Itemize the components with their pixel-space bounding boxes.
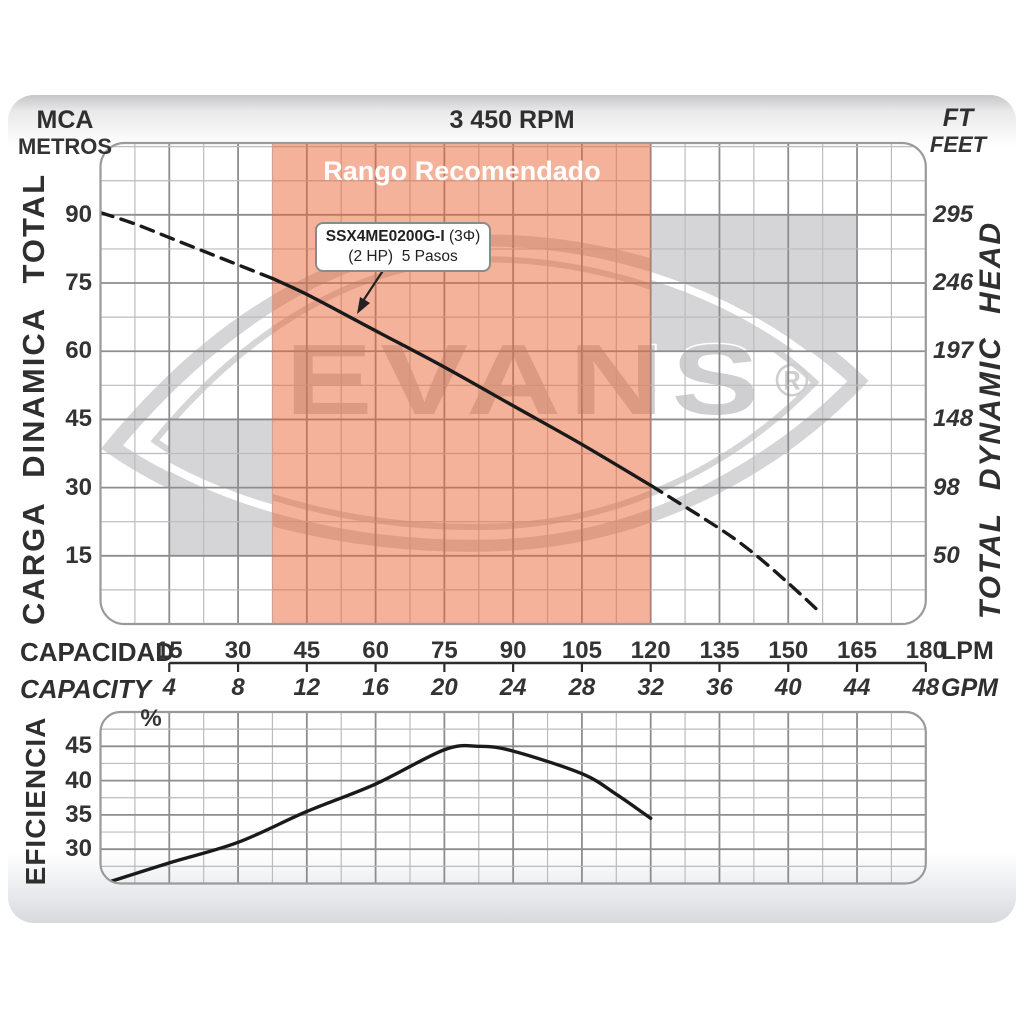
recommended-range-band [272,143,651,624]
y-tick-ft-197: 197 [933,337,974,365]
x-tick-lpm-135: 135 [699,637,740,664]
x-tick-lpm-30: 30 [224,637,252,664]
y-tick-m-30: 30 [65,473,92,501]
y-tick-m-60: 60 [65,337,92,365]
x-tick-lpm-120: 120 [630,637,671,664]
y-tick-m-75: 75 [65,269,92,297]
hq-curve-dashed [649,483,823,615]
annotation-phase: (3Φ) [444,228,481,245]
left-unit-metros: METROS [17,134,113,159]
y-tick-ft-50: 50 [933,541,960,569]
capacity-label-es: CAPACIDAD [20,637,175,667]
y-tick-m-90: 90 [65,200,92,228]
main-plot-border [99,141,927,626]
main-plot-area: EVANS® [100,143,926,624]
y-tick-m-15: 15 [65,541,92,569]
chart-title-rpm: 3 450 RPM [449,106,575,134]
unit-gpm: GPM [941,674,998,702]
x-tick-lpm-165: 165 [836,637,878,664]
y-tick-ft-246: 246 [933,269,974,297]
x-tick-lpm-90: 90 [499,637,527,664]
hq-curve-solid [270,276,653,488]
x-tick-gpm-40: 40 [774,674,802,701]
efficiency-percent-symbol: % [140,705,162,732]
x-tick-lpm-180: 180 [905,637,946,664]
y-tick-ft-148: 148 [933,405,974,433]
x-tick-gpm-20: 20 [431,674,458,701]
x-tick-gpm-36: 36 [706,674,733,701]
annotation-model: SSX4ME0200G-I [325,228,445,245]
x-tick-gpm-4: 4 [162,674,176,701]
series-annotation-box: SSX4ME0200G-I (3Φ) (2 HP) 5 Pasos [315,222,491,272]
x-tick-gpm-8: 8 [231,674,245,701]
y-tick-m-45: 45 [65,405,92,433]
annotation-arrow-head [357,297,370,314]
x-tick-gpm-28: 28 [568,674,596,701]
right-unit-ft: FT [942,104,974,132]
capacity-label-en: CAPACITY [20,674,151,704]
x-tick-lpm-75: 75 [431,637,458,664]
efficiency-curve [102,743,653,884]
x-tick-lpm-150: 150 [768,637,809,664]
annotation-line2: (2 HP) 5 Pasos [348,248,458,265]
y-tick-eff-30: 30 [65,835,92,863]
x-tick-gpm-12: 12 [293,674,321,701]
annotation-line1: SSX4ME0200G-I (3Φ) [317,227,489,247]
x-tick-gpm-48: 48 [912,674,940,701]
hq-curve-dashed [100,210,275,281]
watermark-registered-icon: ® [775,354,809,406]
y-tick-ft-98: 98 [933,473,960,501]
y-tick-eff-45: 45 [65,732,92,760]
x-tick-lpm-15: 15 [155,637,183,664]
right-unit-feet: FEET [929,132,987,157]
recommended-range-label: Rango Recomendado [323,156,601,186]
x-tick-gpm-44: 44 [843,674,871,701]
x-tick-gpm-32: 32 [637,674,665,701]
x-tick-lpm-60: 60 [362,637,389,664]
y-tick-ft-295: 295 [933,200,974,228]
x-tick-lpm-45: 45 [293,637,321,664]
y-tick-eff-40: 40 [65,766,92,794]
efficiency-plot-border [99,710,927,885]
x-tick-gpm-24: 24 [499,674,527,701]
unit-lpm: LPM [941,637,994,665]
left-unit-mca: MCA [36,106,94,134]
x-tick-lpm-105: 105 [561,637,602,664]
y-tick-eff-35: 35 [65,800,92,828]
efficiency-plot-area [100,712,926,884]
x-tick-gpm-16: 16 [362,674,389,701]
